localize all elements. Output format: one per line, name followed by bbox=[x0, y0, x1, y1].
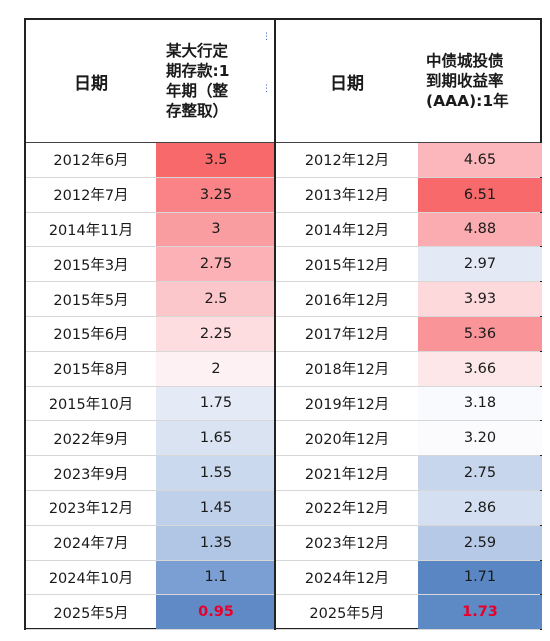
table-row: 2015年10月 1.75 bbox=[26, 386, 276, 422]
date-cell: 2015年12月 bbox=[304, 257, 390, 274]
header-date: 日期 bbox=[74, 73, 108, 94]
table-row: 2015年12月 2.97 bbox=[276, 247, 542, 283]
date-cell: 2014年12月 bbox=[304, 222, 390, 239]
value-cell: 1.65 bbox=[156, 421, 276, 456]
value-cell: 1.55 bbox=[156, 456, 276, 490]
table-row: 2012年7月 3.25 bbox=[26, 177, 276, 213]
date-cell: 2015年10月 bbox=[48, 396, 134, 413]
date-cell: 2022年12月 bbox=[304, 501, 390, 518]
date-cell: 2024年12月 bbox=[304, 570, 390, 587]
date-cell: 2021年12月 bbox=[304, 466, 390, 483]
table-body: 2012年12月 4.65 2013年12月 6.51 2014年12月 4.88 2015… bbox=[276, 143, 542, 631]
dots-icon: ⋮ bbox=[262, 84, 271, 94]
table-row: 2024年10月 1.1 bbox=[26, 560, 276, 596]
table-row: 2024年12月 1.71 bbox=[276, 560, 542, 596]
table-row: 2014年12月 4.88 bbox=[276, 212, 542, 248]
table-row: 2025年5月 0.95 bbox=[26, 595, 276, 631]
table-row: 2018年12月 3.66 bbox=[276, 351, 542, 387]
date-cell: 2012年6月 bbox=[53, 153, 129, 170]
table-row: 2013年12月 6.51 bbox=[276, 177, 542, 213]
date-cell: 2025年5月 bbox=[309, 605, 385, 622]
date-cell: 2015年5月 bbox=[53, 292, 129, 309]
table-row: 2019年12月 3.18 bbox=[276, 386, 542, 422]
value-cell: 1.73 bbox=[418, 595, 542, 630]
date-cell: 2012年12月 bbox=[304, 153, 390, 170]
date-cell: 2015年6月 bbox=[53, 327, 129, 344]
table-row: 2020年12月 3.20 bbox=[276, 421, 542, 457]
value-cell: 2 bbox=[156, 351, 276, 386]
date-cell: 2023年9月 bbox=[53, 466, 129, 483]
value-cell: 3.93 bbox=[418, 282, 542, 316]
table-row: 2021年12月 2.75 bbox=[276, 456, 542, 491]
date-cell: 2018年12月 bbox=[304, 362, 390, 379]
value-cell: 3 bbox=[156, 212, 276, 247]
value-cell: 3.66 bbox=[418, 351, 542, 386]
date-cell: 2015年8月 bbox=[53, 362, 129, 379]
value-cell: 2.86 bbox=[418, 490, 542, 525]
date-cell: 2025年5月 bbox=[53, 605, 129, 622]
value-cell: 5.36 bbox=[418, 316, 542, 351]
header-separator bbox=[276, 142, 540, 143]
date-cell: 2020年12月 bbox=[304, 431, 390, 448]
bond-yield-table: 日期 中债城投债 到期收益率 (AAA):1年 2012年12月 4.65 2013… bbox=[274, 18, 542, 631]
value-cell: 6.51 bbox=[418, 177, 542, 212]
date-cell: 2012年7月 bbox=[53, 188, 129, 205]
date-cell: 2023年12月 bbox=[48, 501, 134, 518]
table-row: 2017年12月 5.36 bbox=[276, 316, 542, 352]
table-row: 2025年5月 1.73 bbox=[276, 595, 542, 631]
header-separator bbox=[26, 142, 274, 143]
date-cell: 2013年12月 bbox=[304, 188, 390, 205]
table-row: 2012年6月 3.5 bbox=[26, 143, 276, 178]
value-cell: 1.45 bbox=[156, 490, 276, 525]
deposit-rate-table: 日期 某大行定 期存款:1 年期（整 存整取） ⋮ ⋮ 2012年6月 3.5 20… bbox=[24, 18, 276, 631]
value-cell: 1.71 bbox=[418, 560, 542, 595]
date-cell: 2022年9月 bbox=[53, 431, 129, 448]
dots-icon: ⋮ bbox=[262, 32, 271, 42]
value-cell: 3.5 bbox=[156, 143, 276, 177]
table-row: 2023年12月 1.45 bbox=[26, 490, 276, 526]
table-row: 2015年6月 2.25 bbox=[26, 316, 276, 352]
table-row: 2015年3月 2.75 bbox=[26, 247, 276, 283]
value-cell: 2.5 bbox=[156, 282, 276, 316]
table-row: 2023年9月 1.55 bbox=[26, 456, 276, 491]
table-row: 2012年12月 4.65 bbox=[276, 143, 542, 178]
value-cell: 4.65 bbox=[418, 143, 542, 177]
value-cell: 2.59 bbox=[418, 525, 542, 560]
date-cell: 2024年10月 bbox=[48, 570, 134, 587]
value-cell: 1.1 bbox=[156, 560, 276, 595]
table-body: 2012年6月 3.5 2012年7月 3.25 2014年11月 3 2015年3月 2.7… bbox=[26, 143, 276, 631]
table-row: 2024年7月 1.35 bbox=[26, 525, 276, 561]
table-row: 2016年12月 3.93 bbox=[276, 282, 542, 317]
value-cell: 3.18 bbox=[418, 386, 542, 421]
value-cell: 2.75 bbox=[156, 247, 276, 282]
date-cell: 2024年7月 bbox=[53, 536, 129, 553]
value-cell: 2.25 bbox=[156, 316, 276, 351]
value-cell: 2.75 bbox=[418, 456, 542, 490]
table-row: 2022年12月 2.86 bbox=[276, 490, 542, 526]
date-cell: 2014年11月 bbox=[48, 222, 134, 239]
table-row: 2023年12月 2.59 bbox=[276, 525, 542, 561]
value-cell: 0.95 bbox=[156, 595, 276, 630]
value-cell: 3.25 bbox=[156, 177, 276, 212]
table-row: 2014年11月 3 bbox=[26, 212, 276, 248]
header-bond-yield: 中债城投债 到期收益率 (AAA):1年 bbox=[426, 52, 509, 110]
table-row: 2022年9月 1.65 bbox=[26, 421, 276, 457]
date-cell: 2015年3月 bbox=[53, 257, 129, 274]
header-date: 日期 bbox=[330, 73, 364, 94]
value-cell: 1.35 bbox=[156, 525, 276, 560]
date-cell: 2017年12月 bbox=[304, 327, 390, 344]
table-row: 2015年8月 2 bbox=[26, 351, 276, 387]
date-cell: 2019年12月 bbox=[304, 396, 390, 413]
header-deposit-rate: 某大行定 期存款:1 年期（整 存整取） bbox=[166, 42, 230, 120]
table-row: 2015年5月 2.5 bbox=[26, 282, 276, 317]
value-cell: 4.88 bbox=[418, 212, 542, 247]
value-cell: 2.97 bbox=[418, 247, 542, 282]
value-cell: 1.75 bbox=[156, 386, 276, 421]
date-cell: 2023年12月 bbox=[304, 536, 390, 553]
value-cell: 3.20 bbox=[418, 421, 542, 456]
date-cell: 2016年12月 bbox=[304, 292, 390, 309]
